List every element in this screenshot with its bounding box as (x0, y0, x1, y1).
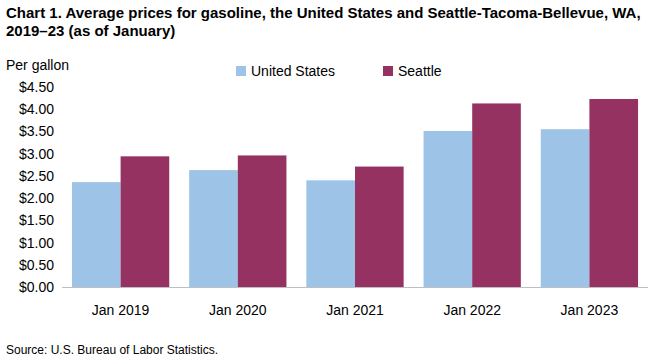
bar (541, 129, 590, 287)
bar (472, 103, 521, 287)
title-line: Chart 1. Average prices for gasoline, th… (6, 4, 641, 21)
x-tick-label: Jan 2020 (209, 302, 267, 318)
legend-swatch (383, 66, 393, 76)
x-tick-label: Jan 2019 (92, 302, 150, 318)
bar (238, 155, 287, 287)
x-tick-label: Jan 2022 (443, 302, 501, 318)
x-tick-label: Jan 2023 (561, 302, 619, 318)
bar (72, 182, 121, 287)
y-tick-label: $2.50 (19, 168, 54, 184)
title-line: 2019–23 (as of January) (6, 22, 175, 39)
source: Source: U.S. Bureau of Labor Statistics. (6, 343, 218, 357)
legend-label: United States (251, 63, 335, 79)
chart: Chart 1. Average prices for gasoline, th… (0, 0, 661, 361)
x-tick-label: Jan 2021 (326, 302, 384, 318)
y-tick-label: $1.00 (19, 235, 54, 251)
y-tick-label: $3.50 (19, 123, 54, 139)
x-axis (62, 287, 648, 288)
y-tick-label: $3.00 (19, 146, 54, 162)
y-tick-label: $4.00 (19, 101, 54, 117)
title: Chart 1. Average prices for gasoline, th… (6, 4, 641, 39)
y-tick-label: $1.50 (19, 212, 54, 228)
bar (121, 156, 170, 287)
bar (306, 180, 355, 287)
y-axis-label: Per gallon (6, 57, 69, 73)
legend-label: Seattle (398, 63, 442, 79)
bar (424, 131, 473, 287)
bar (355, 167, 404, 287)
y-tick-label: $4.50 (19, 79, 54, 95)
bars (72, 99, 638, 287)
background (0, 0, 661, 361)
y-tick-label: $0.50 (19, 257, 54, 273)
y-tick-label: $2.00 (19, 190, 54, 206)
legend-swatch (236, 66, 246, 76)
bar (589, 99, 638, 287)
bar (189, 170, 238, 287)
y-tick-label: $0.00 (19, 279, 54, 295)
